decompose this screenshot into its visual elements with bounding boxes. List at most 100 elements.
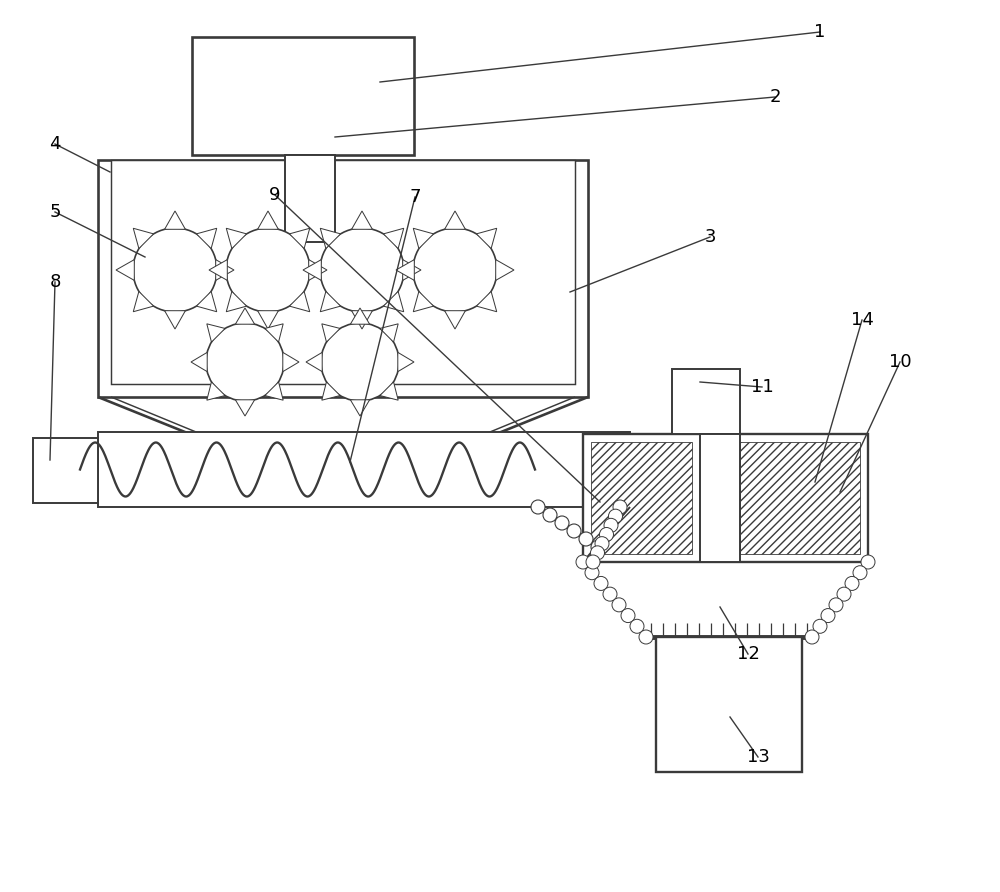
Polygon shape bbox=[445, 310, 465, 329]
Circle shape bbox=[829, 598, 843, 612]
Polygon shape bbox=[196, 228, 217, 249]
Polygon shape bbox=[226, 292, 247, 311]
Text: 1: 1 bbox=[814, 23, 826, 41]
Circle shape bbox=[630, 619, 644, 633]
Circle shape bbox=[845, 576, 859, 591]
Circle shape bbox=[813, 619, 827, 633]
Polygon shape bbox=[133, 228, 154, 249]
Polygon shape bbox=[207, 324, 225, 343]
Circle shape bbox=[861, 555, 875, 569]
Circle shape bbox=[567, 524, 581, 538]
Bar bbox=[111, 160, 575, 384]
Polygon shape bbox=[265, 324, 283, 343]
Polygon shape bbox=[309, 260, 327, 280]
Text: 13: 13 bbox=[747, 748, 769, 766]
Polygon shape bbox=[396, 260, 414, 280]
Circle shape bbox=[321, 323, 399, 401]
Polygon shape bbox=[322, 382, 340, 401]
Circle shape bbox=[585, 566, 599, 580]
Polygon shape bbox=[226, 228, 247, 249]
Circle shape bbox=[621, 608, 635, 623]
Polygon shape bbox=[383, 292, 404, 311]
Polygon shape bbox=[352, 310, 372, 329]
Polygon shape bbox=[322, 324, 340, 343]
Bar bbox=[583, 434, 868, 562]
Polygon shape bbox=[383, 228, 404, 249]
Text: 3: 3 bbox=[704, 228, 716, 246]
Polygon shape bbox=[398, 352, 414, 372]
Circle shape bbox=[206, 323, 284, 401]
Polygon shape bbox=[476, 228, 497, 249]
Bar bbox=[591, 442, 692, 554]
Polygon shape bbox=[235, 400, 255, 416]
Bar bbox=[700, 434, 740, 562]
Circle shape bbox=[586, 555, 600, 569]
Polygon shape bbox=[403, 260, 421, 280]
Polygon shape bbox=[289, 228, 310, 249]
Polygon shape bbox=[496, 260, 514, 280]
Circle shape bbox=[608, 509, 622, 524]
Polygon shape bbox=[207, 382, 225, 401]
Circle shape bbox=[837, 587, 851, 601]
Bar bbox=[33, 438, 98, 503]
Bar bbox=[192, 37, 414, 155]
Polygon shape bbox=[303, 260, 321, 280]
Bar bbox=[98, 432, 630, 507]
Circle shape bbox=[603, 587, 617, 601]
Polygon shape bbox=[320, 228, 341, 249]
Text: 5: 5 bbox=[49, 203, 61, 221]
Polygon shape bbox=[116, 260, 134, 280]
Polygon shape bbox=[413, 228, 434, 249]
Polygon shape bbox=[165, 310, 185, 329]
Circle shape bbox=[133, 228, 217, 312]
Polygon shape bbox=[216, 260, 234, 280]
Polygon shape bbox=[191, 352, 207, 372]
Circle shape bbox=[531, 500, 545, 514]
Text: 8: 8 bbox=[49, 273, 61, 291]
Polygon shape bbox=[413, 292, 434, 311]
Polygon shape bbox=[133, 292, 154, 311]
Polygon shape bbox=[165, 211, 185, 229]
Polygon shape bbox=[350, 308, 370, 324]
Polygon shape bbox=[350, 400, 370, 416]
Circle shape bbox=[543, 508, 557, 522]
Circle shape bbox=[320, 228, 404, 312]
Circle shape bbox=[639, 630, 653, 644]
Text: 4: 4 bbox=[49, 135, 61, 153]
Circle shape bbox=[579, 532, 593, 546]
Polygon shape bbox=[209, 260, 227, 280]
Text: 14: 14 bbox=[851, 311, 873, 329]
Circle shape bbox=[821, 608, 835, 623]
Bar bbox=[656, 637, 802, 772]
Circle shape bbox=[413, 228, 497, 312]
Polygon shape bbox=[258, 211, 278, 229]
Bar bbox=[740, 442, 860, 554]
Circle shape bbox=[591, 540, 605, 554]
Text: 2: 2 bbox=[769, 88, 781, 106]
Bar bbox=[672, 369, 740, 434]
Bar bbox=[285, 155, 335, 242]
Polygon shape bbox=[320, 292, 341, 311]
Circle shape bbox=[805, 630, 819, 644]
Circle shape bbox=[576, 555, 590, 569]
Circle shape bbox=[604, 518, 618, 533]
Text: 9: 9 bbox=[269, 186, 281, 204]
Polygon shape bbox=[476, 292, 497, 311]
Polygon shape bbox=[235, 308, 255, 324]
Polygon shape bbox=[352, 211, 372, 229]
Bar bbox=[98, 160, 588, 397]
Polygon shape bbox=[445, 211, 465, 229]
Polygon shape bbox=[265, 382, 283, 401]
Circle shape bbox=[853, 566, 867, 580]
Text: 7: 7 bbox=[409, 188, 421, 206]
Circle shape bbox=[595, 537, 609, 550]
Text: 12: 12 bbox=[737, 645, 759, 663]
Circle shape bbox=[226, 228, 310, 312]
Circle shape bbox=[612, 598, 626, 612]
Circle shape bbox=[590, 546, 604, 560]
Circle shape bbox=[594, 576, 608, 591]
Circle shape bbox=[555, 516, 569, 530]
Polygon shape bbox=[283, 352, 299, 372]
Circle shape bbox=[600, 527, 614, 541]
Text: 10: 10 bbox=[889, 353, 911, 371]
